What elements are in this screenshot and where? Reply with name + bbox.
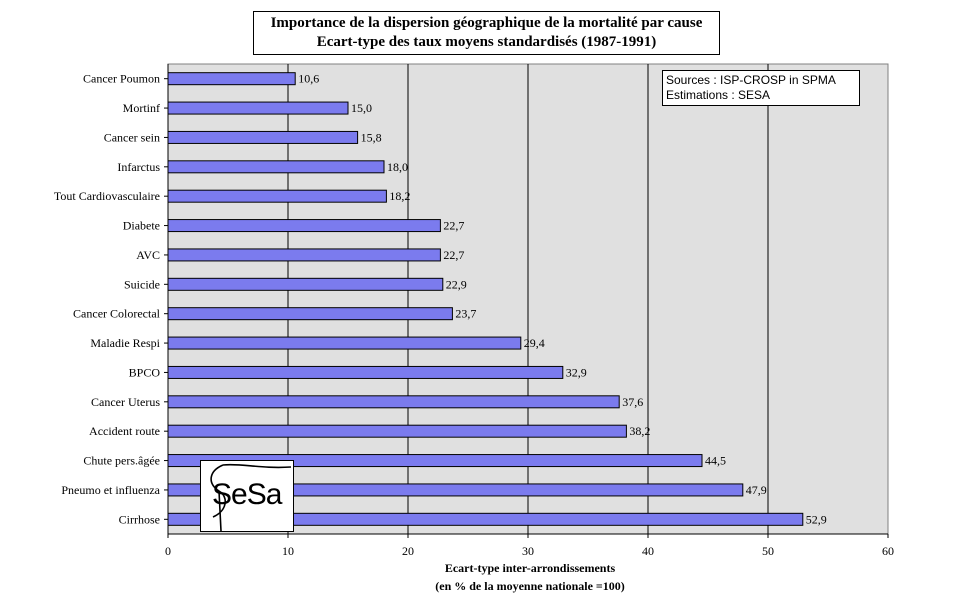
bar xyxy=(167,307,453,321)
bar xyxy=(167,336,522,350)
logo-swirl-icon xyxy=(210,463,292,532)
bar xyxy=(167,365,564,379)
bars: 10,6 15,0 15,8 18,0 18,2 22,7 22,7 22,9 23,7 29,4… xyxy=(167,72,827,526)
value-label: 32,9 xyxy=(566,365,587,379)
category-label: AVC xyxy=(136,248,160,262)
category-label: Accident route xyxy=(89,424,160,438)
x-tick-label: 0 xyxy=(165,544,171,558)
sources-line2: Estimations : SESA xyxy=(666,88,771,102)
value-label: 22,7 xyxy=(443,219,464,233)
bar xyxy=(167,248,441,262)
category-label: Pneumo et influenza xyxy=(61,483,160,497)
x-tick-label: 60 xyxy=(882,544,894,558)
bar xyxy=(167,72,296,86)
category-label: Infarctus xyxy=(117,160,160,174)
bar xyxy=(167,395,620,409)
category-label: Cancer Colorectal xyxy=(73,307,161,321)
category-label: Cancer sein xyxy=(104,130,160,144)
category-label: Cirrhose xyxy=(119,512,160,526)
category-label: Cancer Uterus xyxy=(91,395,160,409)
logo-text: SeSa xyxy=(212,478,282,511)
value-label: 23,7 xyxy=(455,307,476,321)
value-label: 15,0 xyxy=(351,101,372,115)
value-label: 22,9 xyxy=(446,277,467,291)
value-label: 18,2 xyxy=(389,189,410,203)
category-label: Cancer Poumon xyxy=(83,72,160,86)
bar xyxy=(167,130,359,144)
value-label: 29,4 xyxy=(524,336,545,350)
category-label: BPCO xyxy=(129,365,161,379)
x-tick-label: 40 xyxy=(642,544,654,558)
value-label: 52,9 xyxy=(806,512,827,526)
x-axis-title-line1: Ecart-type inter-arrondissements xyxy=(444,561,616,575)
category-label: Diabete xyxy=(123,219,160,233)
sources-legend: Sources : ISP-CROSP in SPMA Estimations … xyxy=(662,70,860,106)
category-label: Suicide xyxy=(124,277,160,291)
value-label: 22,7 xyxy=(443,248,464,262)
x-tick-label: 50 xyxy=(762,544,774,558)
bar xyxy=(167,101,349,115)
chart-title-line1: Importance de la dispersion géographique… xyxy=(270,15,703,31)
bar xyxy=(167,189,387,203)
bar xyxy=(167,424,627,438)
sources-line1: Sources : ISP-CROSP in SPMA xyxy=(666,73,836,87)
sesa-logo xyxy=(200,460,294,532)
bar xyxy=(167,277,444,291)
category-label: Maladie Respi xyxy=(90,336,160,350)
x-tick-label: 10 xyxy=(282,544,294,558)
value-label: 18,0 xyxy=(387,160,408,174)
chart-title-line2: Ecart-type des taux moyens standardisés … xyxy=(316,34,657,50)
value-label: 47,9 xyxy=(746,483,767,497)
axes: 0 10 20 30 40 50 60 Cancer Poumon Mortinf Cancer … xyxy=(54,64,894,558)
bar xyxy=(167,160,385,174)
x-tick-label: 20 xyxy=(402,544,414,558)
value-label: 37,6 xyxy=(622,395,643,409)
x-tick-label: 30 xyxy=(522,544,534,558)
value-label: 15,8 xyxy=(361,130,382,144)
x-axis-title-line2: (en % de la moyenne nationale =100) xyxy=(435,579,625,593)
bar xyxy=(167,219,441,233)
value-label: 38,2 xyxy=(629,424,650,438)
chart-title: Importance de la dispersion géographique… xyxy=(253,11,720,55)
category-label: Chute pers.âgée xyxy=(83,454,160,468)
value-label: 44,5 xyxy=(705,454,726,468)
value-label: 10,6 xyxy=(298,72,319,86)
category-label: Tout Cardiovasculaire xyxy=(54,189,160,203)
category-label: Mortinf xyxy=(123,101,160,115)
